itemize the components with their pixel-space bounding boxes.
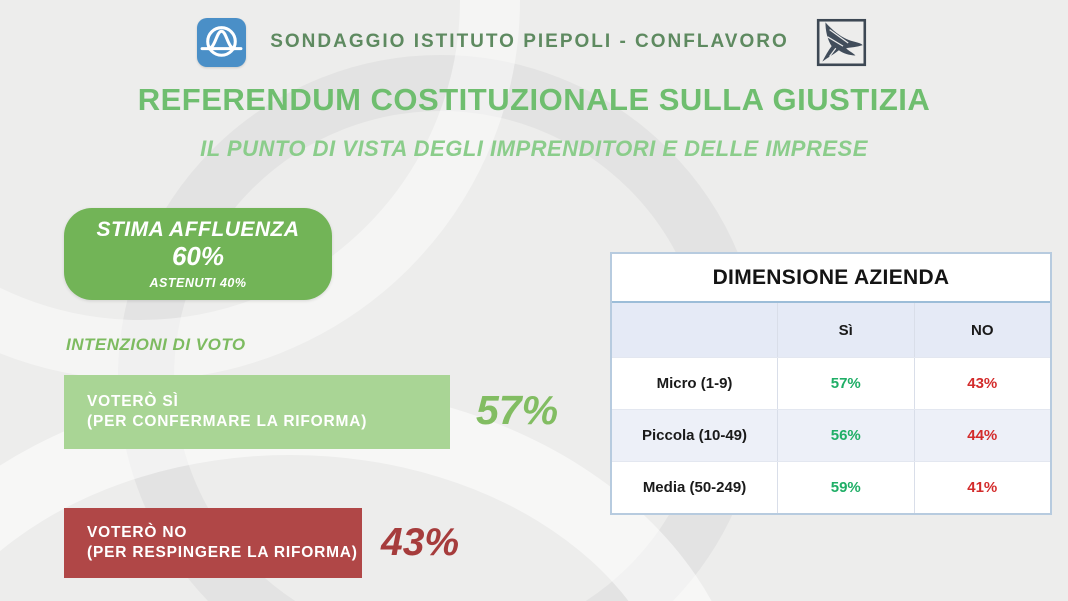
abstainers-label: ASTENUTI 40% bbox=[149, 276, 247, 291]
row-label: Micro (1-9) bbox=[656, 375, 733, 392]
row-si-value: 59% bbox=[777, 462, 914, 513]
table-header-row: Sì NO bbox=[612, 303, 1050, 357]
turnout-estimate-card: STIMA AFFLUENZA 60% ASTENUTI 40% bbox=[64, 208, 332, 300]
row-no-value: 44% bbox=[913, 410, 1051, 461]
table-row: Media (50-249) 59% 41% bbox=[612, 461, 1050, 513]
table-row: Micro (1-9) 57% 43% bbox=[612, 357, 1050, 409]
row-label: Piccola (10-49) bbox=[641, 427, 748, 444]
table-row: Piccola (10-49) 56% 44% bbox=[612, 409, 1050, 461]
header-title: SONDAGGIO ISTITUTO PIEPOLI - CONFLAVORO bbox=[270, 31, 789, 52]
row-si-value: 57% bbox=[777, 358, 914, 409]
table-title: DIMENSIONE AZIENDA bbox=[612, 254, 1050, 303]
voting-intentions-label: INTENZIONI DI VOTO bbox=[66, 335, 246, 354]
turnout-label: STIMA AFFLUENZA bbox=[96, 217, 300, 241]
company-size-table: DIMENSIONE AZIENDA Sì NO Micro (1-9) 57%… bbox=[610, 252, 1052, 515]
vote-yes-bar-line2: (PER CONFERMARE LA RIFORMA) bbox=[87, 413, 368, 430]
page-subtitle: IL PUNTO DI VISTA DEGLI IMPRENDITORI E D… bbox=[200, 136, 868, 161]
turnout-value: 60% bbox=[171, 240, 225, 271]
row-label: Media (50-249) bbox=[642, 479, 747, 496]
vote-no-bar: VOTERÒ NO (PER RESPINGERE LA RIFORMA) bbox=[64, 508, 362, 578]
istituto-piepoli-logo-icon bbox=[197, 17, 247, 67]
table-header-no: NO bbox=[913, 303, 1051, 357]
vote-yes-bar: VOTERÒ SÌ (PER CONFERMARE LA RIFORMA) bbox=[64, 375, 450, 449]
table-header-empty bbox=[612, 303, 777, 357]
vote-no-bar-line1: VOTERÒ NO bbox=[87, 523, 188, 541]
row-no-value: 43% bbox=[913, 358, 1051, 409]
vote-yes-bar-line1: VOTERÒ SÌ bbox=[87, 392, 179, 410]
header: SONDAGGIO ISTITUTO PIEPOLI - CONFLAVORO bbox=[0, 14, 1068, 70]
table-header-si: Sì bbox=[777, 303, 914, 357]
vote-no-bar-line2: (PER RESPINGERE LA RIFORMA) bbox=[87, 544, 358, 561]
row-no-value: 41% bbox=[913, 462, 1051, 513]
row-si-value: 56% bbox=[777, 410, 914, 461]
page-title: REFERENDUM COSTITUZIONALE SULLA GIUSTIZI… bbox=[137, 82, 931, 117]
conflavoro-eagle-logo-icon bbox=[813, 13, 871, 71]
vote-yes-percentage: 57% bbox=[476, 387, 559, 433]
vote-no-percentage: 43% bbox=[381, 521, 460, 564]
